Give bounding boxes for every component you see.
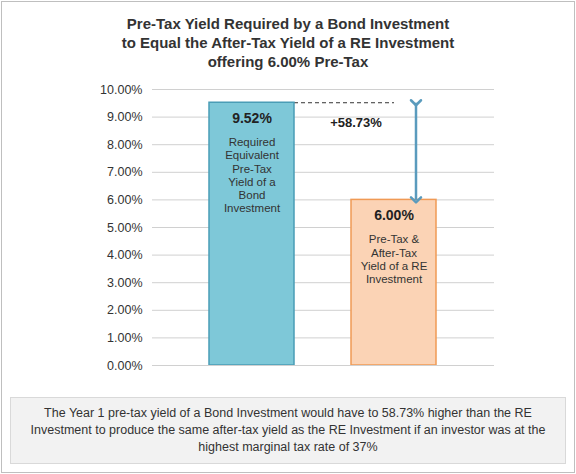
svg-text:0.00%: 0.00% xyxy=(107,359,142,373)
svg-text:RequiredEquivalentPre-TaxYield: RequiredEquivalentPre-TaxYield of aBondI… xyxy=(224,136,281,214)
html-text:Pre-Tax Yield Required by a Bo: Pre-Tax Yield Required by a Bond Investm… xyxy=(121,15,455,70)
svg-text:3.00%: 3.00% xyxy=(107,276,142,290)
svg-text:4.00%: 4.00% xyxy=(107,248,142,262)
svg-text:2.00%: 2.00% xyxy=(107,303,142,317)
svg-text:6.00%: 6.00% xyxy=(374,207,414,223)
svg-text:6.00%: 6.00% xyxy=(107,193,142,207)
svg-text:9.00%: 9.00% xyxy=(107,110,142,124)
svg-text:10.00%: 10.00% xyxy=(100,83,142,97)
svg-text:7.00%: 7.00% xyxy=(107,165,142,179)
svg-text:Pre-Tax &After-TaxYield of a R: Pre-Tax &After-TaxYield of a REInvestmen… xyxy=(361,233,428,285)
svg-text:+58.73%: +58.73% xyxy=(330,115,382,130)
svg-text:8.00%: 8.00% xyxy=(107,138,142,152)
svg-text:1.00%: 1.00% xyxy=(107,331,142,345)
svg-text:5.00%: 5.00% xyxy=(107,221,142,235)
svg-text:9.52%: 9.52% xyxy=(232,110,272,126)
html-text:The Year 1 pre-tax yield of a: The Year 1 pre-tax yield of a Bond Inves… xyxy=(30,406,546,454)
